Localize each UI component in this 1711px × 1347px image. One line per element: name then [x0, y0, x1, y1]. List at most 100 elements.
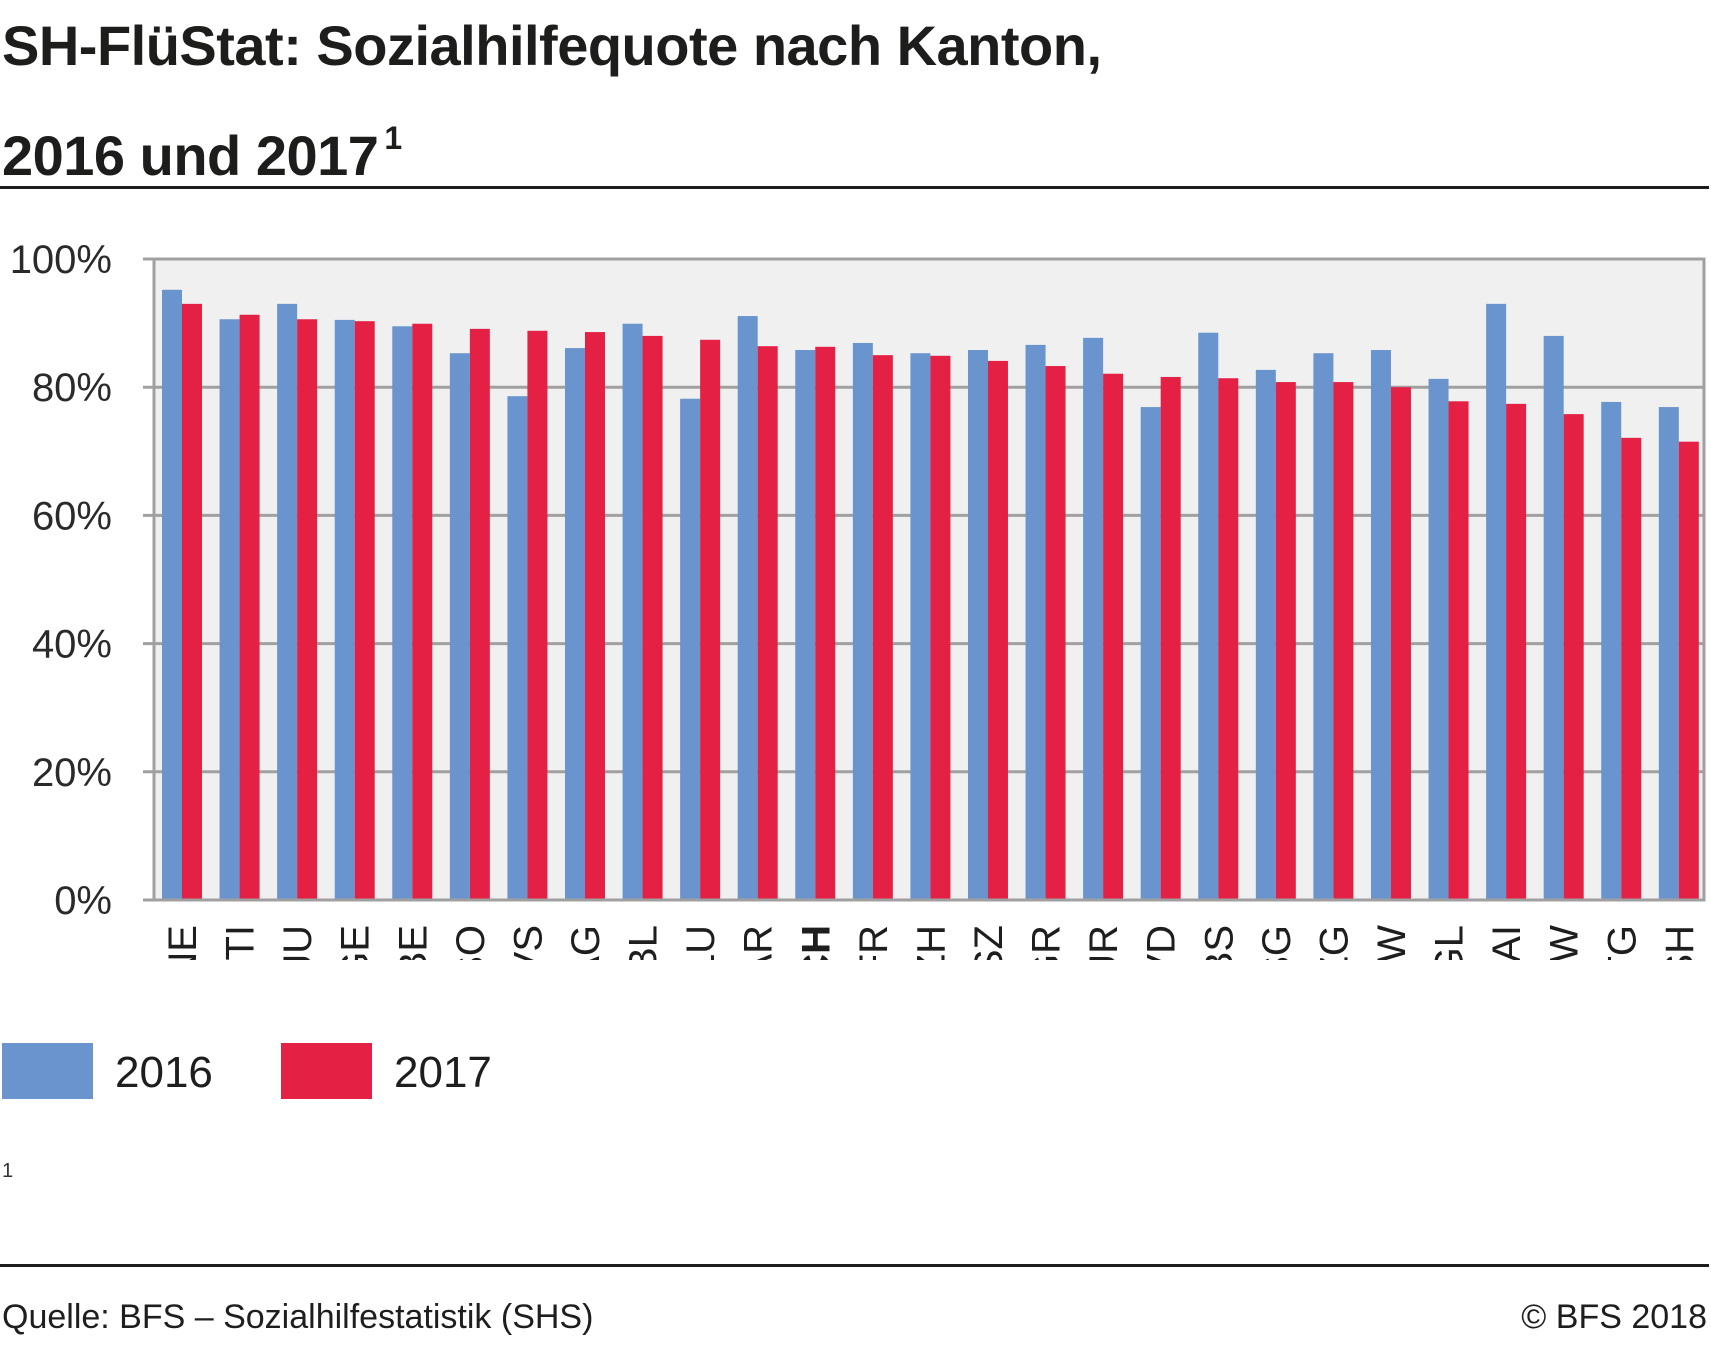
x-tick-label-gr: GR	[1025, 925, 1069, 960]
x-tick-label-so: SO	[449, 925, 493, 960]
bar-sh-2016	[1658, 407, 1679, 900]
footer-rule	[0, 1264, 1709, 1267]
title-line-2: 2016 und 2017 1	[2, 92, 1102, 202]
y-tick-label-0: 0%	[54, 879, 112, 923]
x-tick-label-ar: AR	[737, 925, 781, 960]
bar-ju-2017	[297, 319, 318, 900]
footnote: 1	[2, 1160, 14, 1182]
bar-gl-2017	[1448, 401, 1469, 900]
bar-sh-2017	[1678, 441, 1699, 900]
x-tick-label-nw: NW	[1370, 925, 1414, 960]
bar-bl-2017	[642, 335, 663, 900]
bar-ch-2017	[815, 346, 836, 900]
bar-zg-2016	[1313, 353, 1334, 900]
x-tick-label-zh: ZH	[909, 925, 953, 960]
x-tick-label-tg: TG	[1600, 925, 1644, 960]
x-tick-label-ow: OW	[1543, 925, 1587, 960]
y-tick-label-40: 40%	[32, 623, 112, 667]
y-tick-label-100: 100%	[10, 238, 112, 282]
x-tick-label-vd: VD	[1140, 925, 1184, 960]
bar-ur-2016	[1083, 337, 1104, 900]
bar-ai-2017	[1506, 403, 1527, 900]
bar-ch-2016	[795, 350, 816, 901]
bar-bs-2017	[1218, 378, 1239, 900]
legend-label-2016: 2016	[115, 1048, 213, 1097]
header-rule	[0, 186, 1709, 189]
bar-tg-2016	[1601, 401, 1622, 900]
legend-swatch-2016	[2, 1043, 93, 1099]
x-tick-label-sh: SH	[1658, 925, 1702, 960]
bar-gr-2017	[1045, 366, 1066, 900]
title-line-1: SH-FlüStat: Sozialhilfequote nach Kanton…	[2, 14, 1102, 77]
y-tick-label-60: 60%	[32, 494, 112, 538]
x-axis-labels: NE TI JU GE BE SO VS AG BL LU AR CH FR ZH SZ GR UR VD BS SG…	[161, 925, 1702, 960]
bar-ar-2017	[757, 346, 778, 900]
bar-vd-2017	[1160, 376, 1181, 901]
bar-tg-2017	[1621, 437, 1642, 900]
title-footnote-marker: 1	[384, 120, 402, 156]
bar-ar-2016	[737, 316, 758, 900]
x-tick-label-sg: SG	[1255, 925, 1299, 960]
bar-zg-2017	[1333, 382, 1354, 900]
bar-nw-2017	[1390, 387, 1411, 900]
x-tick-label-vs: VS	[506, 925, 550, 960]
y-tick-label-80: 80%	[32, 366, 112, 410]
bar-sg-2017	[1275, 382, 1296, 900]
bar-lu-2016	[680, 398, 701, 900]
x-tick-label-ne: NE	[161, 925, 205, 960]
bar-ai-2016	[1486, 303, 1507, 900]
bar-ne-2016	[162, 289, 182, 900]
x-tick-label-sz: SZ	[967, 925, 1011, 960]
bars	[162, 289, 1699, 901]
x-tick-label-ai: AI	[1485, 925, 1529, 960]
x-tick-label-bs: BS	[1197, 925, 1241, 960]
bar-ti-2017	[239, 314, 260, 901]
x-tick-label-lu: LU	[679, 925, 723, 960]
x-tick-label-fr: FR	[852, 925, 896, 960]
bar-fr-2016	[852, 342, 873, 900]
bar-vd-2016	[1140, 407, 1161, 900]
x-tick-label-ch: CH	[794, 925, 838, 960]
bar-bl-2016	[622, 323, 643, 901]
x-tick-label-ur: UR	[1082, 925, 1126, 960]
bar-gr-2016	[1025, 344, 1046, 900]
legend-swatch-2017	[281, 1043, 372, 1099]
bar-so-2017	[469, 328, 490, 900]
bar-sg-2016	[1255, 369, 1276, 900]
bar-ti-2016	[219, 319, 240, 900]
bar-chart: 0% 20% 40% 60% 80% 100% NE TI JU GE BE SO VS AG BL LU A…	[10, 238, 1706, 960]
bar-gl-2016	[1428, 378, 1449, 900]
bar-bs-2016	[1198, 332, 1219, 901]
bar-ow-2017	[1563, 414, 1584, 900]
bar-ju-2016	[277, 303, 298, 900]
bar-so-2016	[449, 353, 470, 900]
x-tick-label-ge: GE	[334, 925, 378, 960]
x-tick-label-zg: ZG	[1312, 925, 1356, 960]
bar-ag-2016	[564, 348, 585, 900]
x-tick-label-ju: JU	[276, 925, 320, 960]
x-tick-label-be: BE	[391, 925, 435, 960]
bar-be-2017	[412, 323, 433, 901]
bar-sz-2016	[967, 350, 988, 901]
chart-title: SH-FlüStat: Sozialhilfequote nach Kanton…	[2, 0, 1102, 202]
x-tick-label-ag: AG	[564, 925, 608, 960]
x-tick-label-gl: GL	[1428, 925, 1472, 960]
y-tick-label-20: 20%	[32, 751, 112, 795]
bar-zh-2016	[910, 353, 931, 900]
copyright-text: © BFS 2018	[1521, 1298, 1707, 1336]
bar-nw-2016	[1370, 350, 1391, 901]
source-text: Quelle: BFS – Sozialhilfestatistik (SHS)	[2, 1298, 594, 1336]
bar-ow-2016	[1543, 335, 1564, 900]
axes	[143, 257, 1706, 902]
bar-vs-2017	[527, 330, 548, 900]
bar-be-2016	[392, 326, 413, 900]
bar-ur-2017	[1103, 373, 1124, 900]
bar-vs-2016	[507, 396, 528, 900]
legend-label-2017: 2017	[394, 1048, 492, 1097]
title-line-2-text: 2016 und 2017	[2, 124, 379, 187]
x-tick-label-bl: BL	[622, 925, 666, 960]
bar-zh-2017	[930, 355, 951, 900]
bar-ge-2017	[354, 321, 375, 900]
bar-ge-2016	[334, 319, 355, 900]
bar-ne-2017	[182, 303, 202, 900]
